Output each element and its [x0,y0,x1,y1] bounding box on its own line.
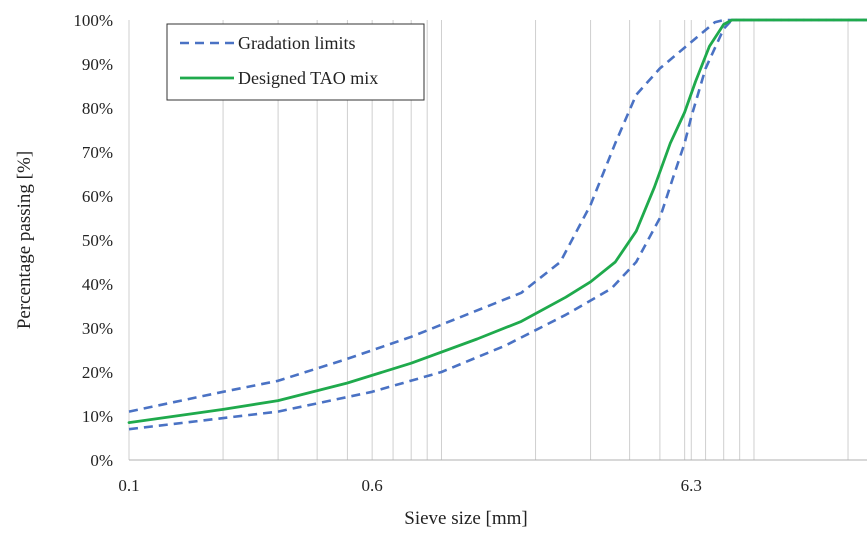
x-axis-title: Sieve size [mm] [404,508,527,529]
legend-label-designed-tao-mix: Designed TAO mix [238,68,378,88]
y-tick-label-4: 40% [82,275,113,294]
y-tick-label-1: 10% [82,407,113,426]
y-tick-label-10: 100% [73,11,113,30]
legend: Gradation limits Designed TAO mix [166,23,425,101]
x-tick-label-2: 6.3 [681,476,702,495]
legend-label-gradation-limits: Gradation limits [238,33,355,53]
y-axis-title: Percentage passing [%] [14,151,35,329]
y-tick-label-2: 20% [82,363,113,382]
series-line-0 [128,18,867,413]
y-tick-label-5: 50% [82,231,113,250]
series-line-1 [128,18,867,431]
series-line-2 [127,18,867,424]
tick-labels: 0% 10% 20% 30% 40% 50% 60% 70% 80% 90% 100% 0.1 0.6 6… [73,11,702,495]
legend-box [166,23,425,101]
y-tick-label-9: 90% [82,55,113,74]
y-tick-label-8: 80% [82,99,113,118]
y-tick-label-6: 60% [82,187,113,206]
x-tick-label-0: 0.1 [118,476,139,495]
y-tick-label-0: 0% [90,451,113,470]
x-tick-label-1: 0.6 [362,476,383,495]
y-tick-label-3: 30% [82,319,113,338]
y-tick-label-7: 70% [82,143,113,162]
series-lines [127,18,867,431]
